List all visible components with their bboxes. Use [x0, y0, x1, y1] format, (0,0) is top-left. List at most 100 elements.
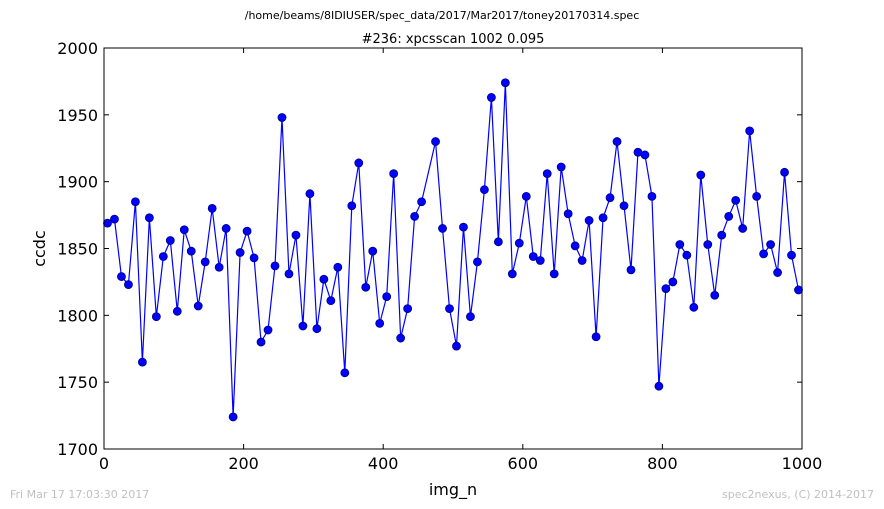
data-point	[542, 169, 552, 179]
data-point	[493, 237, 503, 247]
data-point	[333, 262, 343, 272]
data-point	[500, 78, 510, 88]
y-tick-label: 1850	[57, 240, 98, 259]
data-point	[179, 225, 189, 235]
y-axis-label: ccdc	[30, 230, 49, 267]
data-point	[661, 284, 671, 294]
axis-ticks: 0 200 400 600 800 1000 1700 1750 1800 1850 1900 195…	[57, 39, 822, 473]
data-point	[270, 261, 280, 271]
data-point	[438, 224, 447, 233]
x-tick-label: 200	[228, 454, 259, 473]
timestamp-footer: Fri Mar 17 17:03:30 2017	[10, 488, 150, 501]
data-point	[480, 185, 489, 195]
data-point	[654, 381, 664, 391]
data-point	[144, 213, 154, 223]
data-point	[612, 137, 622, 146]
data-point	[319, 274, 329, 284]
data-point	[528, 252, 538, 261]
data-point	[549, 269, 559, 279]
data-point	[214, 262, 224, 272]
data-point	[703, 240, 713, 249]
data-point	[221, 224, 231, 233]
data-point	[466, 312, 475, 322]
x-tick-label: 600	[508, 454, 539, 473]
data-point	[459, 222, 468, 232]
data-point	[675, 240, 685, 249]
data-point	[507, 269, 517, 279]
data-point	[598, 213, 608, 223]
data-point	[514, 238, 524, 248]
data-point	[110, 214, 119, 224]
data-point	[117, 272, 126, 281]
data-point	[382, 292, 392, 302]
y-tick-label: 1750	[57, 373, 98, 392]
chart-title: #236: xpcsscan 1002 0.095	[362, 32, 545, 47]
data-point	[347, 201, 357, 211]
data-point	[235, 248, 245, 257]
y-tick-label: 1800	[57, 306, 98, 325]
data-point	[326, 296, 336, 306]
data-point	[186, 246, 196, 256]
data-point	[256, 337, 266, 347]
data-point	[619, 201, 629, 211]
data-point	[354, 158, 364, 168]
data-point	[124, 280, 133, 289]
data-point	[473, 257, 482, 267]
data-point	[389, 169, 399, 179]
data-point	[452, 341, 461, 351]
data-point	[137, 357, 147, 367]
data-point	[626, 265, 636, 275]
y-tick-label: 1950	[57, 106, 98, 125]
data-point	[361, 282, 371, 292]
data-point	[787, 250, 796, 260]
copyright-footer: spec2nexus, (C) 2014-2017	[722, 488, 874, 501]
x-tick-label: 1000	[782, 454, 823, 473]
data-point	[375, 318, 385, 328]
data-point	[556, 162, 566, 172]
data-point	[103, 218, 112, 228]
data-point	[431, 137, 440, 146]
data-point	[696, 170, 706, 180]
plot-frame	[103, 47, 803, 450]
data-point	[766, 240, 775, 249]
x-tick-label: 400	[368, 454, 399, 473]
data-point	[193, 301, 203, 311]
data-point	[710, 290, 720, 300]
data-point	[207, 203, 217, 213]
data-point	[298, 321, 308, 331]
data-point	[724, 212, 734, 221]
data-point	[340, 368, 350, 378]
data-point	[640, 150, 650, 160]
data-point	[410, 212, 420, 221]
data-point	[445, 304, 454, 314]
data-point	[794, 285, 803, 295]
data-point	[158, 252, 168, 261]
data-point	[584, 216, 594, 225]
x-tick-label: 800	[647, 454, 678, 473]
data-point	[668, 277, 678, 287]
data-point	[731, 195, 741, 205]
data-point	[689, 302, 699, 312]
data-point	[165, 236, 175, 245]
file-path-suptitle: /home/beams/8IDIUSER/spec_data/2017/Mar2…	[244, 9, 640, 22]
data-point	[284, 269, 294, 279]
data-point	[291, 230, 301, 240]
data-point	[570, 241, 580, 251]
data-point	[577, 256, 587, 265]
data-point	[647, 191, 657, 201]
data-point	[368, 246, 378, 256]
data-point	[745, 126, 755, 136]
data-point	[780, 167, 789, 177]
y-tick-label: 2000	[57, 39, 98, 58]
x-tick-label: 0	[99, 454, 109, 473]
data-point	[591, 332, 601, 342]
data-point	[759, 249, 769, 259]
data-point	[417, 197, 426, 207]
data-point	[263, 325, 273, 335]
data-point	[305, 189, 315, 199]
data-point	[738, 224, 748, 233]
data-point	[249, 253, 259, 263]
data-point	[773, 268, 782, 277]
data-point	[396, 333, 406, 343]
